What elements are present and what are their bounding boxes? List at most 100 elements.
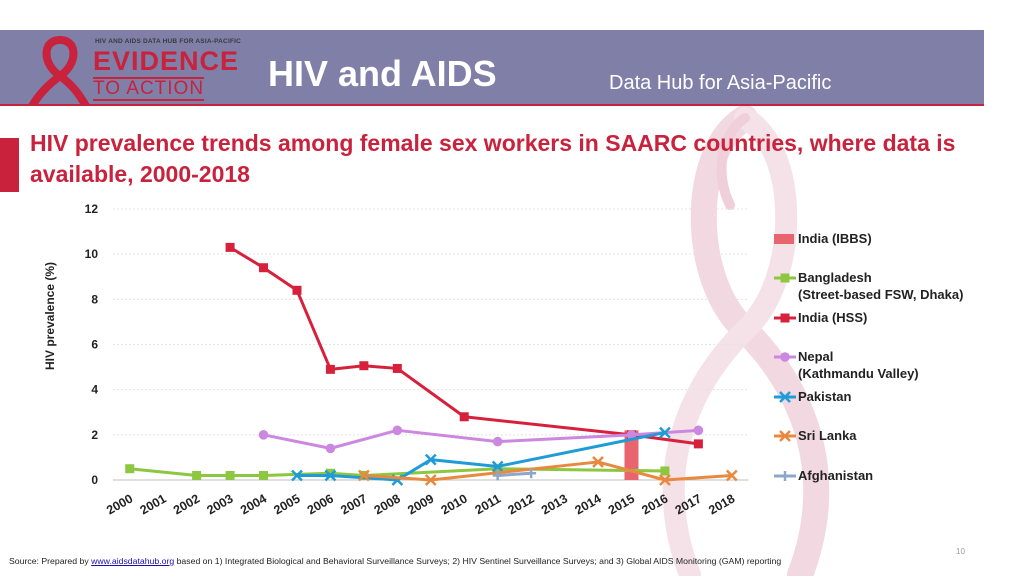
logo: HIV AND AIDS DATA HUB FOR ASIA-PACIFIC E… <box>20 34 242 106</box>
data-point <box>392 425 403 436</box>
y-tick-label: 0 <box>91 473 98 487</box>
data-point <box>292 285 302 295</box>
page-number: 10 <box>956 547 965 556</box>
accent-bar <box>0 138 19 192</box>
data-point <box>626 430 637 440</box>
legend-item: India (HSS) <box>774 310 867 325</box>
data-point <box>725 469 738 482</box>
legend-item: Bangladesh (Street-based FSW, Dhaka) <box>774 270 963 302</box>
data-point <box>592 456 604 468</box>
marker-stroke <box>324 469 337 482</box>
data-point <box>424 474 437 486</box>
source-link[interactable]: www.aidsdatahub.org <box>91 556 175 566</box>
marker-stroke <box>424 453 437 466</box>
series-line <box>263 428 699 450</box>
series-afghanistan <box>492 468 537 481</box>
chart-title: HIV prevalence trends among female sex w… <box>30 130 956 187</box>
marker-stroke <box>659 474 671 486</box>
legend-label: Pakistan <box>798 389 852 404</box>
legend-label: (Kathmandu Valley) <box>798 366 919 381</box>
data-point <box>225 470 235 480</box>
x-tick-label: 2000 <box>104 491 135 517</box>
x-tick-label: 2011 <box>473 491 504 517</box>
data-point <box>259 470 269 480</box>
x-tick-label: 2003 <box>204 491 235 517</box>
marker-stroke <box>779 391 791 403</box>
legend-marker <box>780 352 790 362</box>
red-ribbon-logo-icon <box>28 36 90 106</box>
legend-swatch <box>774 234 794 244</box>
legend-marker <box>780 313 790 323</box>
data-point <box>659 474 671 486</box>
x-tick-label: 2009 <box>405 491 436 517</box>
marker-stroke <box>491 460 504 473</box>
legend-label: (Street-based FSW, Dhaka) <box>798 287 963 302</box>
source-prefix: Source: Prepared by <box>9 556 92 566</box>
bar <box>624 430 639 480</box>
x-tick-label: 2002 <box>171 491 202 517</box>
x-tick-label: 2006 <box>305 491 336 517</box>
page-subtitle: Data Hub for Asia-Pacific <box>609 72 832 94</box>
data-point <box>493 464 503 474</box>
x-tick-label: 2001 <box>138 491 169 517</box>
x-tick-label: 2007 <box>338 491 369 517</box>
data-point <box>125 464 135 474</box>
series-nepal-kathmandu-valley- <box>258 425 704 454</box>
legend-marker <box>780 273 790 283</box>
logo-subwordmark: TO ACTION <box>93 77 205 101</box>
data-point <box>492 436 503 447</box>
data-point <box>291 469 303 482</box>
series-pakistan <box>291 426 671 486</box>
y-tick-label: 6 <box>91 338 98 352</box>
legend-label: India (HSS) <box>798 310 867 325</box>
page-title: HIV and AIDS <box>268 53 497 94</box>
data-point <box>357 469 370 482</box>
data-point <box>258 430 269 440</box>
data-point <box>325 364 335 374</box>
legend-item: Pakistan <box>774 389 852 404</box>
source-suffix: based on 1) Integrated Biological and Be… <box>174 556 782 566</box>
marker-stroke <box>725 469 738 482</box>
marker-stroke <box>592 456 604 468</box>
legend-marker <box>779 430 791 442</box>
x-tick-label: 2008 <box>372 491 403 517</box>
x-tick-label: 2017 <box>673 491 704 517</box>
data-point <box>392 363 402 373</box>
series-line <box>296 431 666 482</box>
data-point <box>659 426 671 439</box>
data-point <box>359 361 369 371</box>
series-line <box>129 467 665 477</box>
data-point <box>325 468 335 478</box>
legend-label: Nepal <box>798 349 833 364</box>
data-point <box>259 263 269 273</box>
logo-tagline: HIV AND AIDS DATA HUB FOR ASIA-PACIFIC <box>95 38 242 45</box>
y-tick-label: 2 <box>91 428 98 442</box>
series-india-hss- <box>225 242 703 449</box>
y-tick-label: 12 <box>85 202 99 216</box>
source-note: Source: Prepared by www.aidsdatahub.org … <box>9 556 781 566</box>
legend-marker <box>779 391 791 403</box>
y-tick-label: 4 <box>91 383 98 397</box>
data-point <box>491 460 504 473</box>
data-point <box>693 439 703 449</box>
x-tick-label: 2018 <box>706 491 737 517</box>
legend-item: India (IBBS) <box>774 231 872 246</box>
legend-item: Nepal (Kathmandu Valley) <box>774 349 919 381</box>
header-bar: HIV AND AIDS DATA HUB FOR ASIA-PACIFIC E… <box>0 30 984 106</box>
x-tick-label: 2013 <box>539 491 570 517</box>
y-tick-label: 10 <box>85 247 99 261</box>
x-tick-label: 2012 <box>506 491 537 517</box>
data-point <box>693 425 704 436</box>
series-line <box>497 471 532 477</box>
logo-wordmark: EVIDENCE <box>93 46 240 76</box>
marker-stroke <box>659 426 671 439</box>
series-line <box>363 460 732 482</box>
data-point <box>526 468 537 479</box>
x-tick-label: 2016 <box>639 491 670 517</box>
data-point <box>324 469 337 482</box>
legend-item: Afghanistan <box>774 468 873 483</box>
marker-stroke <box>291 469 303 482</box>
data-point <box>424 453 437 466</box>
